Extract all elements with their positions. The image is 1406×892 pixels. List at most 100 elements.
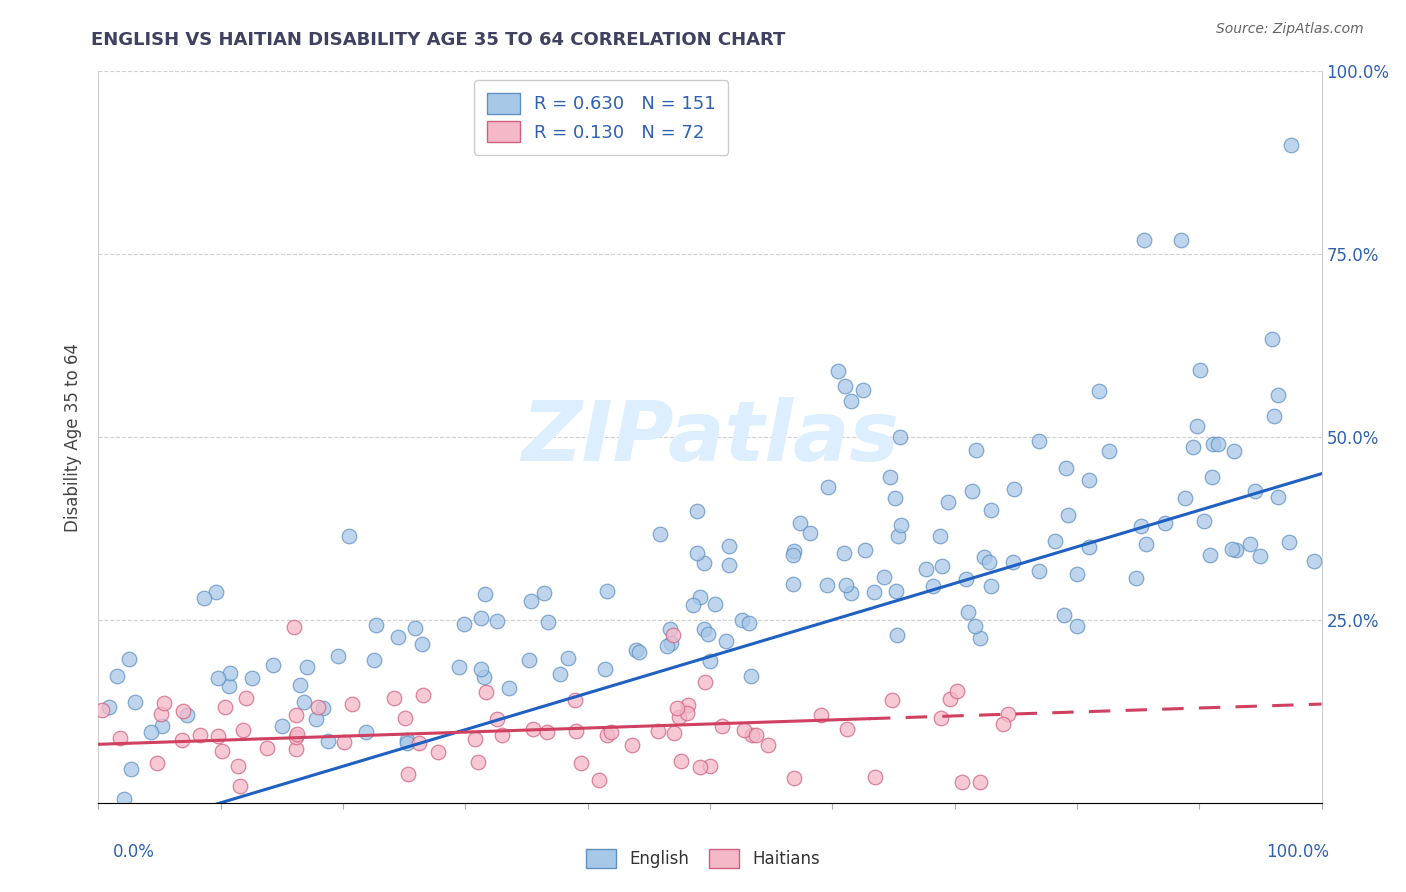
Point (226, 759, 249, 773)
Point (957, 605, 980, 619)
Point (396, 767, 419, 781)
Point (90, 702, 112, 716)
Point (733, 723, 755, 737)
Point (1192, 514, 1215, 528)
Point (783, 771, 806, 785)
Point (621, 738, 644, 752)
Point (890, 517, 912, 532)
Point (1054, 461, 1077, 475)
Point (915, 562, 938, 576)
Point (737, 615, 759, 630)
Point (1170, 233, 1192, 247)
Point (472, 670, 495, 684)
Point (741, 728, 763, 742)
Point (839, 393, 862, 408)
Point (1098, 444, 1121, 458)
Point (453, 617, 475, 632)
Point (1199, 549, 1222, 563)
Point (285, 730, 308, 744)
Point (1267, 491, 1289, 505)
Point (467, 755, 489, 769)
Point (470, 662, 492, 676)
Point (699, 654, 721, 668)
Point (1125, 571, 1147, 585)
Point (447, 660, 470, 674)
Point (889, 430, 911, 444)
Point (863, 770, 886, 784)
Point (718, 539, 741, 553)
Point (485, 614, 508, 628)
Point (1002, 555, 1025, 569)
Point (596, 728, 619, 742)
Point (105, 669, 128, 683)
Point (817, 479, 839, 493)
Point (873, 570, 896, 584)
Point (305, 712, 328, 726)
Point (655, 639, 678, 653)
Point (693, 556, 716, 570)
Point (931, 558, 953, 573)
Point (211, 744, 233, 758)
Point (1066, 566, 1088, 581)
Point (475, 684, 498, 698)
Point (689, 760, 711, 774)
Point (232, 723, 254, 737)
Text: ZIPatlas: ZIPatlas (522, 397, 898, 477)
Point (394, 711, 416, 725)
Point (172, 732, 194, 747)
Point (172, 704, 194, 718)
Point (382, 691, 405, 706)
Point (699, 758, 721, 772)
Point (1223, 444, 1246, 458)
Text: Source: ZipAtlas.com: Source: ZipAtlas.com (1216, 22, 1364, 37)
Point (659, 636, 682, 650)
Point (1279, 137, 1302, 152)
Point (997, 706, 1019, 721)
Point (832, 545, 855, 559)
Point (1135, 537, 1157, 551)
Point (789, 516, 811, 530)
Point (887, 529, 910, 543)
Point (886, 628, 908, 642)
Point (1182, 440, 1205, 454)
Point (960, 483, 983, 498)
Point (404, 621, 426, 635)
Point (969, 631, 991, 645)
Point (316, 733, 339, 747)
Point (312, 701, 335, 715)
Point (342, 697, 364, 711)
Point (283, 620, 305, 634)
Point (149, 707, 172, 722)
Point (714, 634, 737, 648)
Point (548, 667, 571, 681)
Point (326, 649, 349, 664)
Point (354, 725, 377, 739)
Point (1278, 535, 1301, 549)
Point (522, 722, 544, 736)
Point (124, 695, 146, 709)
Point (1243, 484, 1265, 499)
Point (150, 719, 173, 733)
Point (1078, 540, 1101, 554)
Point (745, 728, 768, 742)
Point (1185, 419, 1208, 434)
Point (1053, 607, 1076, 622)
Point (1239, 537, 1261, 551)
Point (97, 700, 120, 714)
Point (669, 754, 692, 768)
Point (668, 710, 690, 724)
Point (950, 775, 973, 789)
Point (565, 724, 588, 739)
Point (112, 792, 135, 806)
Point (363, 653, 385, 667)
Point (931, 711, 953, 725)
Point (834, 379, 856, 393)
Point (188, 728, 211, 742)
Point (839, 586, 862, 600)
Point (782, 577, 804, 591)
Point (837, 723, 859, 737)
Point (285, 727, 308, 741)
Point (176, 708, 198, 723)
Point (1088, 384, 1111, 399)
Point (965, 443, 987, 458)
